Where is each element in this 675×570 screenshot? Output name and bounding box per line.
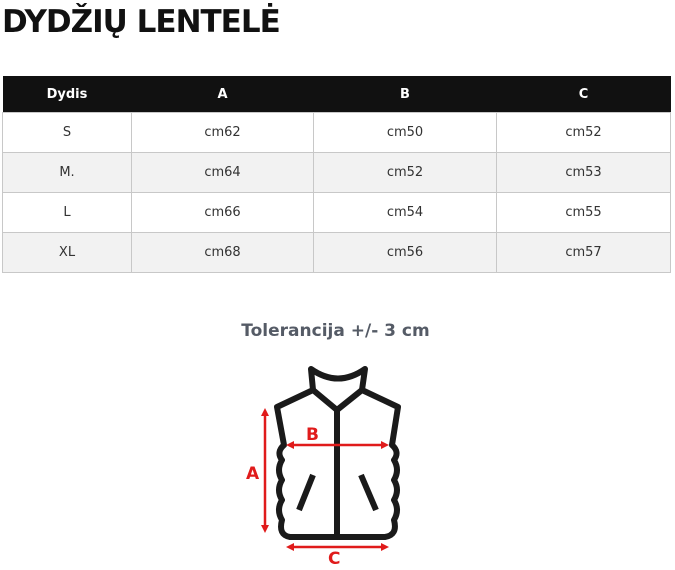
page-title: DYDŽIŲ LENTELĖ [2,4,281,40]
measurement-cell: cm57 [496,232,671,273]
measurement-arrows [261,408,389,551]
measurement-cell: cm53 [496,152,671,193]
measurement-cell: cm52 [496,112,671,153]
tolerance-note: Tolerancija +/- 3 cm [241,321,430,341]
size-cell: XL [2,232,132,273]
label-b: B [306,425,319,445]
vest-outline [274,366,401,540]
measurement-cell: cm56 [313,232,497,273]
header-size: Dydis [2,76,132,113]
table-header-row: Dydis A B C [2,76,671,113]
header-c: C [496,76,671,113]
label-a: A [246,464,260,484]
measurement-cell: cm64 [131,152,314,193]
header-b: B [313,76,497,113]
label-c: C [328,549,340,569]
measurement-cell: cm52 [313,152,497,193]
measurement-cell: cm66 [131,192,314,233]
measurement-cell: cm55 [496,192,671,233]
measurement-cell: cm68 [131,232,314,273]
table-row: M. cm64 cm52 cm53 [2,152,671,193]
table-row: XL cm68 cm56 cm57 [2,232,671,273]
header-a: A [131,76,314,113]
size-cell: M. [2,152,132,193]
